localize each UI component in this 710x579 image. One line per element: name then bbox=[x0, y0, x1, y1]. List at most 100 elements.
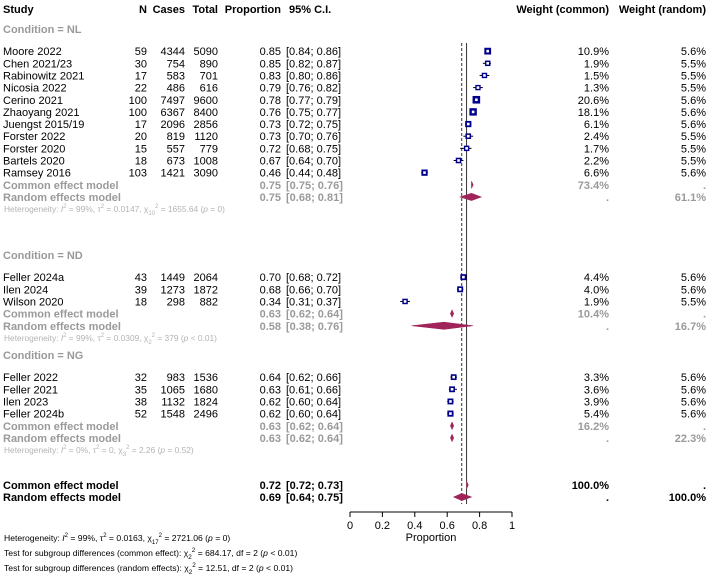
proportion-value: 0.34 bbox=[260, 296, 281, 308]
subgroup-test-common: Test for subgroup differences (common ef… bbox=[4, 547, 297, 561]
weight-random-value: 61.1% bbox=[675, 192, 706, 204]
study-total: 2856 bbox=[194, 119, 218, 131]
study-name: Moore 2022 bbox=[3, 46, 62, 58]
weight-common-value: 3.9% bbox=[584, 396, 609, 408]
study-total: 616 bbox=[200, 83, 218, 95]
study-cases: 298 bbox=[167, 296, 185, 308]
ci-value: [0.66; 0.70] bbox=[286, 284, 341, 296]
weight-random-value: 100.0% bbox=[669, 492, 707, 504]
subgroup-heterogeneity: Heterogeneity: I2 = 99%, τ2 = 0.0309, χ2… bbox=[4, 333, 217, 346]
x-tick-label: 0 bbox=[347, 520, 353, 532]
study-point bbox=[452, 375, 455, 379]
study-total: 1120 bbox=[194, 131, 218, 143]
weight-common-value: . bbox=[606, 321, 609, 333]
overall-heterogeneity: Heterogeneity: I2 = 99%, τ2 = 0.0163, χ1… bbox=[4, 533, 230, 546]
x-tick-label: 0.8 bbox=[472, 520, 487, 532]
weight-common-value: 73.4% bbox=[578, 180, 609, 192]
ci-value: [0.75; 0.77] bbox=[286, 107, 341, 119]
proportion-value: 0.67 bbox=[260, 156, 281, 168]
ci-value: [0.80; 0.86] bbox=[286, 70, 341, 82]
study-n: 35 bbox=[135, 384, 147, 396]
x-tick-label: 0.4 bbox=[407, 520, 422, 532]
study-name: Feller 2021 bbox=[3, 384, 58, 396]
study-name: Chen 2021/23 bbox=[3, 58, 72, 70]
study-total: 1872 bbox=[194, 284, 218, 296]
study-point bbox=[458, 288, 462, 291]
study-total: 882 bbox=[200, 296, 218, 308]
proportion-value: 0.62 bbox=[260, 409, 281, 421]
study-n: 30 bbox=[135, 58, 147, 70]
proportion-value: 0.85 bbox=[260, 58, 281, 70]
study-total: 1824 bbox=[194, 396, 218, 408]
study-cases: 1548 bbox=[161, 409, 185, 421]
subgroup-label: Condition = NG bbox=[3, 350, 83, 362]
study-cases: 7497 bbox=[161, 95, 185, 107]
weight-common-value: 6.1% bbox=[584, 119, 609, 131]
weight-common-value: 5.4% bbox=[584, 409, 609, 421]
study-cases: 4344 bbox=[161, 46, 185, 58]
study-point bbox=[471, 110, 475, 114]
study-point bbox=[403, 300, 407, 303]
ci-value: [0.60; 0.64] bbox=[286, 409, 341, 421]
weight-common-value: 4.0% bbox=[584, 284, 609, 296]
study-name: Rabinowitz 2021 bbox=[3, 70, 84, 82]
study-n: 17 bbox=[135, 70, 147, 82]
weight-random-value: 5.5% bbox=[681, 131, 706, 143]
study-n: 52 bbox=[135, 409, 147, 421]
weight-random-value: 5.6% bbox=[681, 119, 706, 131]
common-effect-label: Common effect model bbox=[3, 421, 119, 433]
weight-common-value: 18.1% bbox=[578, 107, 609, 119]
ci-value: [0.62; 0.64] bbox=[286, 421, 343, 433]
study-total: 1680 bbox=[194, 384, 218, 396]
ci-value: [0.77; 0.79] bbox=[286, 95, 341, 107]
study-cases: 6367 bbox=[161, 107, 185, 119]
weight-common-value: 4.4% bbox=[584, 272, 609, 284]
study-total: 8400 bbox=[194, 107, 218, 119]
study-point bbox=[475, 98, 478, 102]
study-total: 2496 bbox=[194, 409, 218, 421]
ci-value: [0.72; 0.73] bbox=[286, 480, 343, 492]
study-cases: 583 bbox=[167, 70, 185, 82]
study-name: Feller 2024a bbox=[3, 272, 65, 284]
ci-value: [0.64; 0.75] bbox=[286, 492, 343, 504]
weight-common-value: 1.9% bbox=[584, 58, 609, 70]
study-n: 17 bbox=[135, 119, 147, 131]
study-name: Wilson 2020 bbox=[3, 296, 64, 308]
study-total: 9600 bbox=[194, 95, 218, 107]
proportion-value: 0.63 bbox=[260, 421, 281, 433]
study-point bbox=[486, 49, 489, 53]
proportion-value: 0.63 bbox=[260, 309, 281, 321]
study-point bbox=[457, 159, 460, 162]
x-tick-label: 1 bbox=[509, 520, 515, 532]
ci-value: [0.62; 0.64] bbox=[286, 433, 343, 445]
weight-common-value: 2.4% bbox=[584, 131, 609, 143]
overall-random-label: Random effects model bbox=[3, 492, 121, 504]
weight-common-value: 10.4% bbox=[578, 309, 609, 321]
study-n: 59 bbox=[135, 46, 147, 58]
study-cases: 557 bbox=[167, 143, 185, 155]
weight-random-value: 5.6% bbox=[681, 168, 706, 180]
weight-random-value: . bbox=[703, 421, 706, 433]
ci-value: [0.64; 0.70] bbox=[286, 156, 341, 168]
weight-common-value: 100.0% bbox=[572, 480, 610, 492]
study-point bbox=[462, 275, 465, 279]
weight-random-value: 5.5% bbox=[681, 156, 706, 168]
study-n: 32 bbox=[135, 372, 147, 384]
study-n: 22 bbox=[135, 83, 147, 95]
random-effects-diamond bbox=[450, 433, 455, 443]
x-tick-label: 0.6 bbox=[440, 520, 455, 532]
study-name: Cerino 2021 bbox=[3, 95, 63, 107]
ci-value: [0.62; 0.66] bbox=[286, 372, 341, 384]
random-effects-diamond bbox=[411, 321, 474, 330]
header-weight-random: Weight (random) bbox=[619, 4, 707, 16]
weight-random-value: 5.6% bbox=[681, 384, 706, 396]
subgroup-label: Condition = NL bbox=[3, 24, 82, 36]
study-name: Nicosia 2022 bbox=[3, 83, 67, 95]
ci-value: [0.70; 0.76] bbox=[286, 131, 341, 143]
study-name: Feller 2022 bbox=[3, 372, 58, 384]
study-total: 1536 bbox=[194, 372, 218, 384]
common-effect-diamond bbox=[471, 181, 474, 189]
study-point bbox=[466, 134, 470, 138]
common-effect-diamond bbox=[450, 421, 455, 431]
proportion-value: 0.72 bbox=[260, 143, 281, 155]
